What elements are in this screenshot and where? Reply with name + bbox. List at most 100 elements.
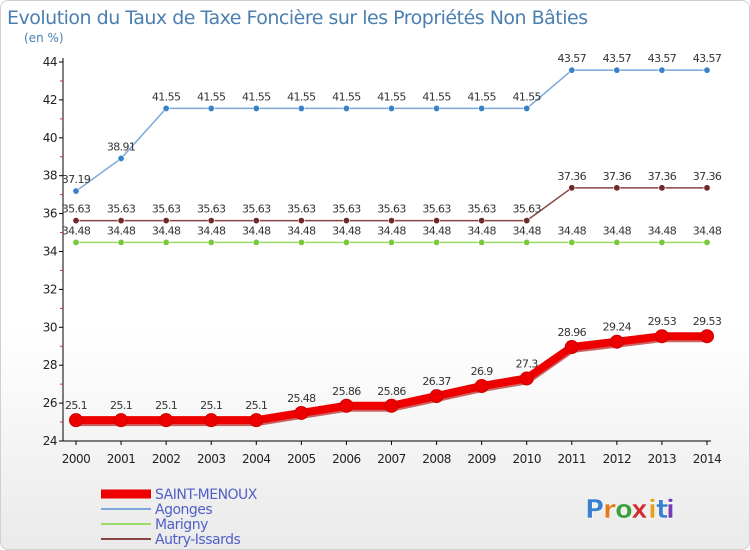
- x-tick-label: 2006: [332, 452, 361, 466]
- data-point-marigny: [72, 238, 80, 246]
- brand-letter: i: [666, 495, 675, 525]
- y-tick-label: 28: [43, 358, 57, 372]
- data-point-agonges: [207, 104, 215, 112]
- data-point-marigny: [568, 238, 576, 246]
- chart-subtitle: (en %): [24, 31, 64, 45]
- y-tick-label: 26: [43, 396, 57, 410]
- x-tick-label: 2014: [693, 452, 722, 466]
- x-tick-label: 2012: [603, 452, 632, 466]
- data-point-marigny: [162, 238, 170, 246]
- data-label-autry-issards: 35.63: [107, 203, 136, 216]
- data-point-saint-menoux: [564, 340, 579, 355]
- x-tick-label: 2004: [242, 452, 271, 466]
- data-label-agonges: 38.91: [107, 140, 136, 153]
- data-point-agonges: [478, 104, 486, 112]
- data-label-saint-menoux: 29.53: [648, 315, 677, 328]
- data-point-saint-menoux: [384, 398, 399, 413]
- data-point-marigny: [433, 238, 441, 246]
- data-point-agonges: [387, 104, 395, 112]
- data-point-autry-issards: [478, 217, 486, 225]
- brand-letter: t: [656, 495, 668, 525]
- y-tick-label: 40: [43, 131, 57, 145]
- data-point-autry-issards: [162, 217, 170, 225]
- data-label-autry-issards: 35.63: [422, 203, 451, 216]
- data-label-saint-menoux: 27.3: [516, 357, 539, 370]
- data-point-saint-menoux: [609, 334, 624, 349]
- plot-area: 35.63 35.63 35.63 35.63 35.63 35.63 35.63 35.63…: [62, 52, 722, 428]
- y-tick-label: 36: [43, 207, 57, 221]
- y-tick-label: 38: [43, 169, 57, 183]
- data-label-autry-issards: 37.36: [603, 170, 632, 183]
- data-label-agonges: 41.55: [467, 90, 496, 103]
- y-tick-label: 44: [43, 55, 57, 69]
- y-tick-label: 34: [43, 245, 57, 259]
- data-point-agonges: [72, 187, 80, 195]
- data-point-autry-issards: [207, 217, 215, 225]
- data-point-marigny: [478, 238, 486, 246]
- data-point-autry-issards: [252, 217, 260, 225]
- data-label-marigny: 34.48: [558, 224, 587, 237]
- data-label-marigny: 34.48: [197, 224, 226, 237]
- data-point-autry-issards: [342, 217, 350, 225]
- data-point-agonges: [342, 104, 350, 112]
- data-label-autry-issards: 35.63: [242, 203, 271, 216]
- data-label-marigny: 34.48: [693, 224, 722, 237]
- y-tick-label: 42: [43, 93, 57, 107]
- data-point-saint-menoux: [519, 371, 534, 386]
- data-point-agonges: [703, 66, 711, 74]
- data-label-saint-menoux: 29.53: [693, 315, 722, 328]
- data-point-autry-issards: [658, 184, 666, 192]
- data-point-saint-menoux: [474, 379, 489, 394]
- data-point-saint-menoux: [700, 329, 714, 344]
- y-tick-label: 24: [43, 434, 57, 448]
- data-label-agonges: 43.57: [558, 52, 587, 65]
- data-label-marigny: 34.48: [62, 224, 91, 237]
- data-point-marigny: [387, 238, 395, 246]
- data-label-autry-issards: 35.63: [512, 203, 541, 216]
- data-label-autry-issards: 35.63: [62, 203, 91, 216]
- data-point-agonges: [297, 104, 305, 112]
- data-label-marigny: 34.48: [648, 224, 677, 237]
- data-label-marigny: 34.48: [377, 224, 406, 237]
- data-label-marigny: 34.48: [603, 224, 632, 237]
- data-label-marigny: 34.48: [422, 224, 451, 237]
- data-point-marigny: [703, 238, 711, 246]
- data-label-autry-issards: 37.36: [558, 170, 587, 183]
- data-label-marigny: 34.48: [107, 224, 136, 237]
- y-tick-label: 30: [43, 320, 57, 334]
- brand-letter: o: [615, 495, 633, 525]
- data-label-agonges: 41.55: [287, 90, 316, 103]
- x-tick-label: 2011: [558, 452, 587, 466]
- data-point-saint-menoux: [339, 398, 354, 413]
- data-label-autry-issards: 35.63: [287, 203, 316, 216]
- data-point-agonges: [523, 104, 531, 112]
- data-point-agonges: [162, 104, 170, 112]
- data-label-autry-issards: 37.36: [693, 170, 722, 183]
- data-point-marigny: [117, 238, 125, 246]
- data-point-agonges: [117, 154, 125, 162]
- data-label-saint-menoux: 25.86: [332, 385, 361, 398]
- x-tick-label: 2010: [512, 452, 541, 466]
- data-label-agonges: 41.55: [332, 90, 361, 103]
- data-point-autry-issards: [703, 184, 711, 192]
- data-label-agonges: 37.19: [62, 173, 91, 186]
- data-label-saint-menoux: 28.96: [558, 326, 587, 339]
- data-point-marigny: [658, 238, 666, 246]
- data-point-saint-menoux: [249, 413, 264, 428]
- data-point-autry-issards: [297, 217, 305, 225]
- data-label-saint-menoux: 25.1: [110, 399, 132, 412]
- data-label-saint-menoux: 25.1: [65, 399, 87, 412]
- data-point-autry-issards: [387, 217, 395, 225]
- data-label-saint-menoux: 26.37: [422, 375, 451, 388]
- data-label-autry-issards: 35.63: [467, 203, 496, 216]
- data-point-agonges: [433, 104, 441, 112]
- data-label-marigny: 34.48: [512, 224, 541, 237]
- data-label-agonges: 43.57: [648, 52, 677, 65]
- data-point-saint-menoux: [159, 413, 174, 428]
- y-tick-label: 32: [43, 282, 57, 296]
- data-point-autry-issards: [72, 217, 80, 225]
- data-point-agonges: [658, 66, 666, 74]
- data-label-saint-menoux: 25.86: [377, 385, 406, 398]
- data-point-saint-menoux: [114, 413, 129, 428]
